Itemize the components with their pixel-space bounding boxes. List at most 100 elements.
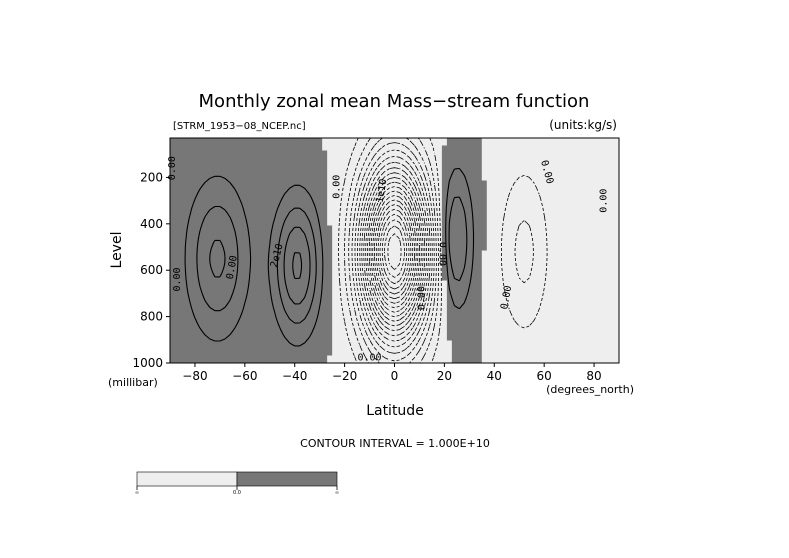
negative-region	[521, 270, 528, 277]
positive-region	[212, 335, 218, 342]
positive-region	[307, 275, 313, 282]
positive-region	[322, 330, 328, 337]
negative-region	[431, 138, 438, 142]
positive-region	[192, 150, 199, 157]
negative-region	[441, 350, 448, 357]
positive-region	[172, 225, 179, 232]
contour-line-negative	[338, 138, 548, 363]
negative-region	[486, 280, 493, 287]
positive-region	[317, 330, 323, 337]
positive-region	[177, 260, 184, 267]
positive-region	[177, 255, 184, 262]
negative-region	[546, 335, 553, 342]
negative-region	[352, 340, 358, 347]
positive-region	[272, 250, 278, 257]
negative-region	[426, 140, 433, 147]
positive-region	[302, 285, 308, 292]
negative-region	[382, 215, 388, 222]
negative-region	[586, 215, 593, 222]
positive-region	[192, 215, 199, 222]
positive-region	[292, 170, 298, 177]
positive-region	[287, 330, 293, 337]
x-tick-label: −20	[332, 369, 357, 383]
positive-region	[272, 150, 278, 157]
negative-region	[536, 285, 543, 292]
negative-region	[601, 235, 608, 242]
negative-region	[571, 280, 578, 287]
positive-region	[212, 165, 218, 172]
negative-region	[501, 300, 508, 307]
positive-region	[317, 305, 323, 312]
positive-region	[292, 255, 298, 262]
negative-region	[531, 285, 538, 292]
positive-region	[282, 325, 288, 332]
positive-region	[217, 340, 223, 347]
positive-region	[267, 245, 273, 252]
negative-region	[406, 165, 413, 172]
negative-region	[411, 150, 418, 157]
positive-region	[302, 150, 308, 157]
positive-region	[252, 195, 258, 202]
negative-region	[546, 165, 553, 172]
negative-region	[481, 260, 488, 267]
negative-region	[357, 205, 363, 212]
positive-region	[461, 190, 468, 197]
positive-region	[247, 215, 253, 222]
negative-region	[546, 210, 553, 217]
positive-region	[182, 355, 189, 362]
positive-region	[317, 290, 323, 297]
positive-region	[262, 175, 268, 182]
negative-region	[576, 325, 583, 332]
positive-region	[257, 290, 263, 297]
negative-region	[411, 330, 418, 337]
negative-region	[606, 335, 613, 342]
negative-region	[571, 355, 578, 362]
negative-region	[332, 155, 338, 162]
positive-region	[192, 360, 199, 363]
negative-region	[411, 275, 418, 282]
negative-region	[526, 270, 533, 277]
positive-region	[441, 250, 448, 257]
negative-region	[531, 360, 538, 363]
negative-region	[396, 195, 403, 202]
negative-region	[431, 340, 438, 347]
negative-region	[551, 145, 558, 152]
positive-region	[252, 235, 258, 242]
positive-region	[466, 235, 473, 242]
negative-region	[421, 155, 428, 162]
negative-region	[396, 360, 403, 363]
negative-region	[581, 170, 588, 177]
positive-region	[172, 285, 179, 292]
positive-region	[187, 245, 194, 252]
negative-region	[551, 195, 558, 202]
negative-region	[606, 210, 613, 217]
positive-region	[252, 265, 258, 272]
negative-region	[561, 175, 568, 182]
positive-region	[282, 355, 288, 362]
negative-region	[531, 185, 538, 192]
positive-region	[172, 175, 179, 182]
negative-region	[616, 285, 619, 292]
negative-region	[606, 145, 613, 152]
positive-region	[461, 325, 468, 332]
negative-region	[506, 175, 513, 182]
positive-region	[172, 195, 179, 202]
negative-region	[526, 325, 533, 332]
positive-region	[441, 240, 448, 247]
positive-region	[272, 200, 278, 207]
negative-region	[372, 300, 378, 307]
negative-region	[416, 145, 423, 152]
negative-region	[496, 325, 503, 332]
negative-region	[536, 205, 543, 212]
positive-region	[202, 145, 209, 152]
positive-region	[466, 185, 473, 192]
negative-region	[357, 145, 363, 152]
positive-region	[471, 160, 478, 167]
negative-region	[411, 165, 418, 172]
negative-region	[377, 260, 383, 267]
negative-region	[616, 310, 619, 317]
negative-region	[581, 190, 588, 197]
negative-region	[561, 220, 568, 227]
negative-region	[556, 220, 563, 227]
positive-region	[242, 210, 248, 217]
